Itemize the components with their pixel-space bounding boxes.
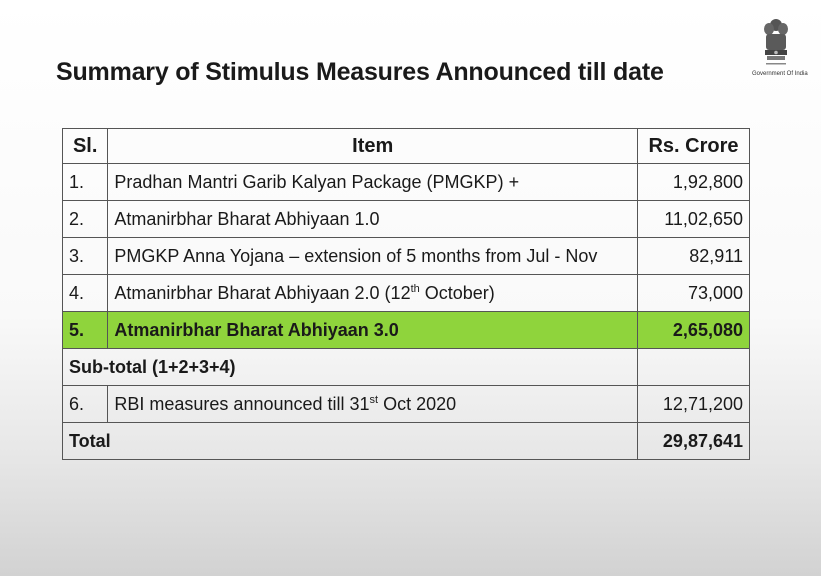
row-sl: 6. bbox=[61, 385, 109, 423]
row-value: 2,65,080 bbox=[637, 311, 750, 349]
stimulus-table: Sl. Item Rs. Crore 1. Pradhan Mantri Gar… bbox=[61, 128, 750, 460]
header-sl: Sl. bbox=[61, 128, 109, 164]
row-item: Atmanirbhar Bharat Abhiyaan 3.0 bbox=[107, 311, 639, 349]
row-item-text: Atmanirbhar Bharat Abhiyaan 2.0 (12 bbox=[114, 282, 411, 303]
row-value: 82,911 bbox=[637, 237, 750, 275]
header-item: Item bbox=[107, 128, 639, 164]
row-sl: 2. bbox=[61, 200, 109, 238]
row-item: Atmanirbhar Bharat Abhiyaan 2.0 (12th Oc… bbox=[107, 274, 639, 312]
subtotal-label: Sub-total (1+2+3+4) bbox=[61, 348, 639, 386]
row-value: 12,71,200 bbox=[637, 385, 750, 423]
row-sl: 3. bbox=[61, 237, 109, 275]
table-row: 3. PMGKP Anna Yojana – extension of 5 mo… bbox=[61, 237, 750, 275]
row-sl: 1. bbox=[61, 163, 109, 201]
table-row: 4. Atmanirbhar Bharat Abhiyaan 2.0 (12th… bbox=[61, 274, 750, 312]
emblem: Government Of India bbox=[752, 16, 808, 86]
subtotal-value bbox=[637, 348, 750, 386]
table-row: 1. Pradhan Mantri Garib Kalyan Package (… bbox=[61, 163, 750, 201]
total-label: Total bbox=[61, 422, 639, 460]
table-row: 6. RBI measures announced till 31st Oct … bbox=[61, 385, 750, 423]
table-header-row: Sl. Item Rs. Crore bbox=[61, 128, 750, 164]
row-item-text-end: October) bbox=[419, 282, 495, 303]
row-sl: 5. bbox=[61, 311, 109, 349]
table-row: 2. Atmanirbhar Bharat Abhiyaan 1.0 11,02… bbox=[61, 200, 750, 238]
row-item-text-end: Oct 2020 bbox=[378, 393, 457, 414]
national-emblem-icon bbox=[764, 19, 788, 65]
header-value: Rs. Crore bbox=[637, 128, 750, 164]
row-value: 73,000 bbox=[637, 274, 750, 312]
row-item-superscript: th bbox=[410, 282, 420, 295]
row-item: Atmanirbhar Bharat Abhiyaan 1.0 bbox=[107, 200, 639, 238]
row-item-text: RBI measures announced till 31 bbox=[114, 393, 370, 414]
row-item-superscript: st bbox=[369, 393, 379, 406]
row-value: 1,92,800 bbox=[637, 163, 750, 201]
row-item: PMGKP Anna Yojana – extension of 5 month… bbox=[107, 237, 639, 275]
total-value: 29,87,641 bbox=[637, 422, 750, 460]
row-item: RBI measures announced till 31st Oct 202… bbox=[107, 385, 639, 423]
table-row-highlighted: 5. Atmanirbhar Bharat Abhiyaan 3.0 2,65,… bbox=[61, 311, 750, 349]
row-sl: 4. bbox=[61, 274, 109, 312]
row-item: Pradhan Mantri Garib Kalyan Package (PMG… bbox=[107, 163, 639, 201]
row-value: 11,02,650 bbox=[637, 200, 750, 238]
subtotal-row: Sub-total (1+2+3+4) bbox=[61, 348, 750, 386]
emblem-caption: Government Of India bbox=[752, 71, 808, 77]
slide-title: Summary of Stimulus Measures Announced t… bbox=[56, 58, 664, 86]
total-row: Total 29,87,641 bbox=[61, 422, 750, 460]
